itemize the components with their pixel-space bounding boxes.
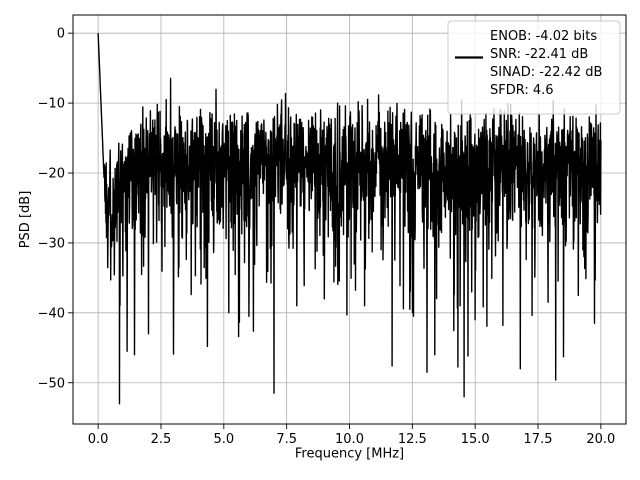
y-tick-label: −30: [38, 236, 65, 251]
legend-label-line: SFDR: 4.6: [490, 83, 554, 98]
legend: ENOB: -4.02 bits SNR: -22.41 dB SINAD: -22…: [447, 20, 621, 115]
x-tick-label: 0.0: [88, 432, 109, 447]
y-tick-label: −20: [38, 167, 65, 182]
x-axis-label: Frequency [MHz]: [295, 447, 404, 462]
x-tick-label: 20.0: [586, 432, 615, 447]
legend-label-line: SNR: -22.41 dB: [490, 47, 588, 62]
psd-trace-line: [97, 33, 602, 405]
legend-label-line: ENOB: -4.02 bits: [490, 29, 597, 44]
x-tick-label: 15.0: [461, 432, 490, 447]
x-tick-label: 2.5: [151, 432, 172, 447]
x-tick-label: 5.0: [213, 432, 234, 447]
y-tick-label: 0: [57, 27, 65, 42]
x-tick-label: 12.5: [398, 432, 427, 447]
data-series: [97, 33, 602, 405]
x-tick-label: 10.0: [335, 432, 364, 447]
legend-box: [447, 20, 621, 115]
x-tick-label: 17.5: [524, 432, 553, 447]
y-axis-label: PSD [dB]: [18, 191, 33, 249]
legend-label-line: SINAD: -22.42 dB: [490, 65, 602, 80]
axes-spines-and-ticks: 0.0 2.5 5.0 7.5 10.0 12.5 15.0 17.5 20.0 0 −10 −20 −…: [38, 14, 627, 447]
y-tick-label: −10: [38, 97, 65, 112]
y-tick-label: −40: [38, 306, 65, 321]
y-tick-label: −50: [38, 376, 65, 391]
x-tick-label: 7.5: [276, 432, 297, 447]
